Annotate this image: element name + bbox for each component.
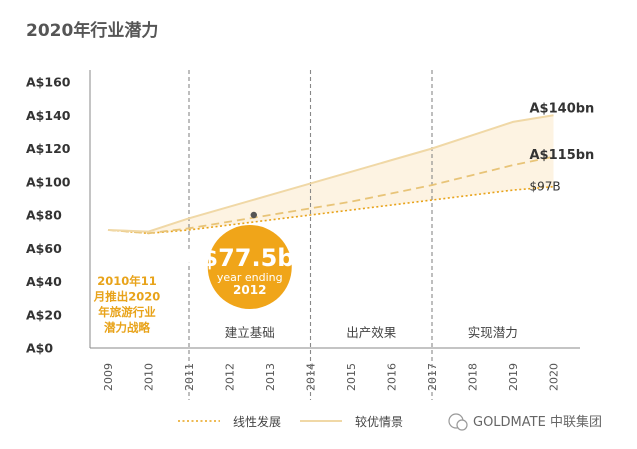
y-tick-label: A$20 <box>26 307 62 322</box>
badge-amount: A$77.5bn, <box>183 244 321 272</box>
strategy-note-line: 2010年11 <box>97 274 157 288</box>
y-tick-label: A$60 <box>26 241 62 256</box>
strategy-note-line: 潜力战略 <box>104 321 150 335</box>
watermark: GOLDMATE 中联集团 <box>448 413 602 431</box>
x-tick-label: 2020 <box>548 363 561 391</box>
x-tick-label: 2015 <box>345 363 358 391</box>
watermark-text: GOLDMATE 中联集团 <box>473 414 602 430</box>
series-line-solid <box>107 114 554 233</box>
x-tick-label: 2013 <box>264 363 277 391</box>
y-tick-label: A$160 <box>26 75 71 90</box>
series-end-label: A$140bn <box>530 101 595 116</box>
legend: 线性发展 较优情景 <box>178 414 403 429</box>
y-tick-label: A$140 <box>26 108 71 123</box>
legend-label-linear: 线性发展 <box>233 414 281 429</box>
wechat-icon-small <box>456 419 468 431</box>
x-tick-label: 2014 <box>305 363 318 391</box>
y-tick-label: A$0 <box>26 341 53 356</box>
x-tick-label: 2010 <box>143 363 156 391</box>
series-end-label: A$115bn <box>530 148 595 163</box>
axes: A$0 A$20 A$40 A$60 A$80 A$100 A$120 A$140 A$160 2… <box>26 70 580 391</box>
value-badge: A$77.5bn, year ending 2012 <box>183 225 321 309</box>
x-tick-label: 2016 <box>386 363 399 391</box>
x-tick-label: 2019 <box>507 363 520 391</box>
strategy-note-line: 年旅游行业 <box>98 305 156 319</box>
x-tick-label: 2011 <box>183 363 196 391</box>
range-band-area <box>108 115 554 234</box>
badge-circle <box>207 225 292 309</box>
x-tick-label: 2012 <box>224 363 237 391</box>
legend-label-optimal: 较优情景 <box>355 414 403 429</box>
series-lines <box>107 114 554 235</box>
phase-label: 建立基础 <box>225 325 275 340</box>
series-end-label: $97B <box>530 180 561 194</box>
phase-dividers <box>188 70 433 400</box>
x-tick-label: 2017 <box>426 363 439 391</box>
series-line-dashed <box>107 155 554 235</box>
y-tick-label: A$100 <box>26 174 71 189</box>
phase-label: 实现潜力 <box>468 325 518 340</box>
badge-line2: year ending <box>217 271 283 284</box>
y-tick-label: A$80 <box>26 208 62 223</box>
y-tick-label: A$40 <box>26 274 62 289</box>
range-band <box>108 115 554 234</box>
strategy-note-line: 月推出2020 <box>93 290 161 304</box>
x-tick-label: 2018 <box>467 363 480 391</box>
x-tick-label: 2009 <box>102 363 115 391</box>
marker-dot <box>250 211 257 219</box>
chart-title: 2020年行业潜力 <box>26 20 158 41</box>
y-tick-label: A$120 <box>26 141 71 156</box>
series-line-dotted <box>107 185 554 235</box>
badge-line3: 2012 <box>233 283 266 297</box>
phase-label: 出产效果 <box>346 325 397 340</box>
